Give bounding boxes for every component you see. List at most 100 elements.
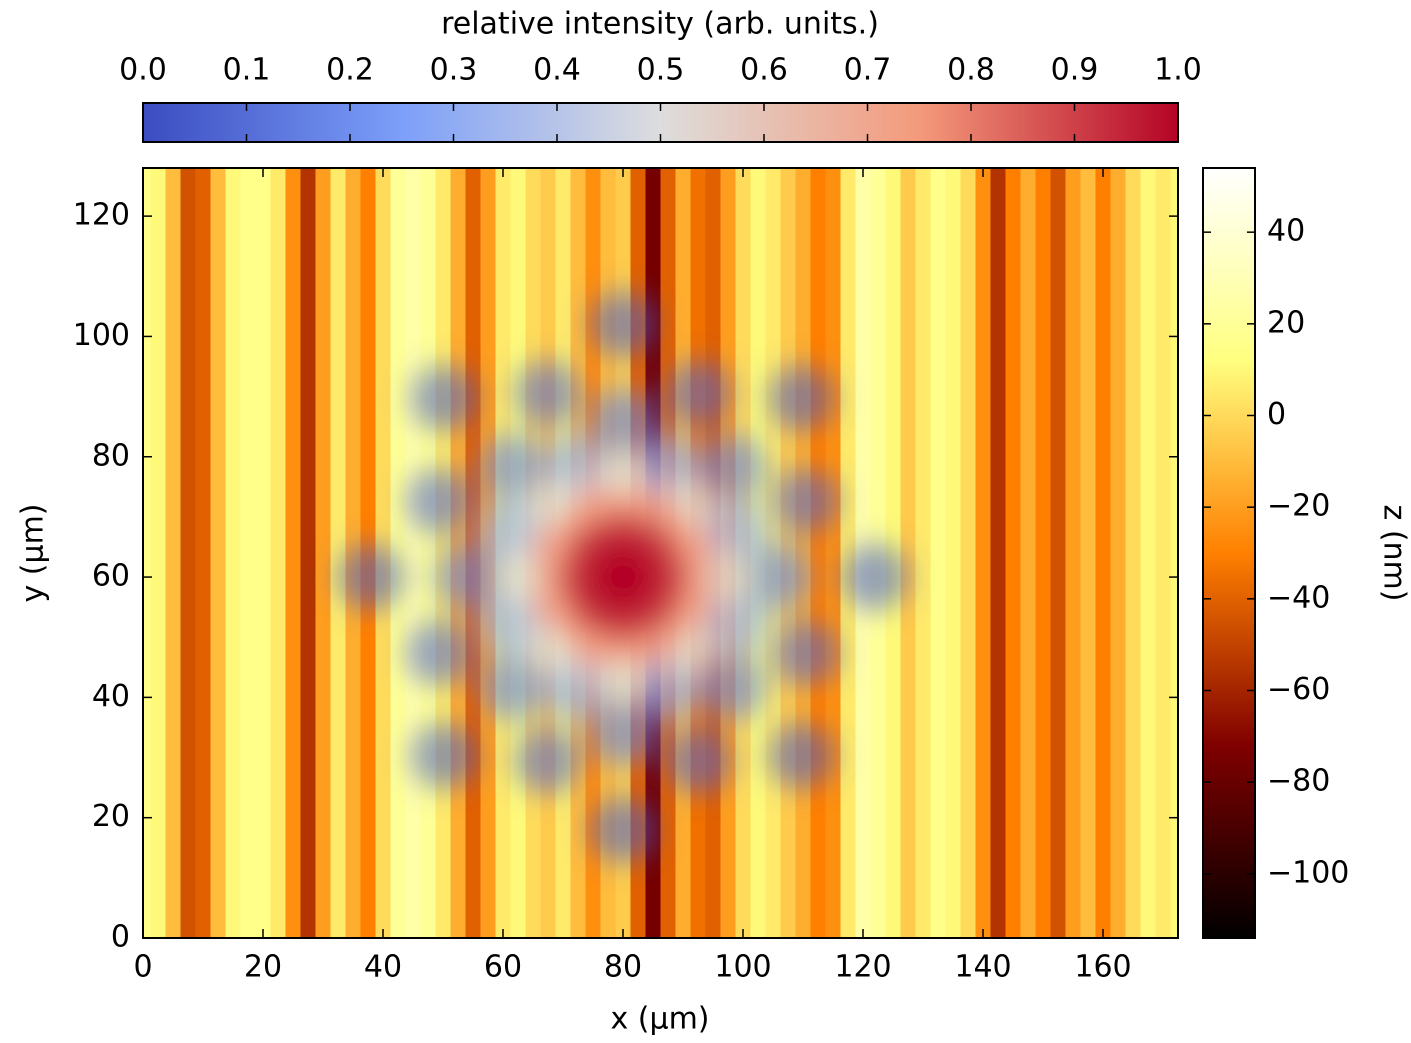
scatter-point: [664, 726, 733, 795]
heatmap-column: [1035, 168, 1052, 938]
y-tick-label: 20: [92, 799, 130, 834]
z-colorbar-tick-label: 40: [1267, 214, 1305, 249]
colorbar-tick-label: 1.0: [1154, 53, 1202, 88]
colorbar-tick-label: 0.7: [844, 53, 892, 88]
scatter-point: [699, 653, 768, 722]
scatter-layer: [337, 290, 909, 864]
y-tick-label: 80: [92, 438, 130, 473]
heatmap-column: [255, 168, 272, 938]
z-colorbar-label: z (nm): [1377, 505, 1411, 602]
scatter-point: [699, 432, 768, 501]
heatmap-column: [840, 168, 857, 938]
heatmap-column: [810, 168, 827, 938]
heatmap-column: [1065, 168, 1082, 938]
scatter-point: [745, 543, 813, 612]
scatter-point: [513, 359, 582, 428]
x-tick-label: 140: [954, 950, 1011, 985]
y-tick-label: 40: [92, 679, 130, 714]
x-tick-label: 80: [604, 950, 642, 985]
heatmap-column: [975, 168, 992, 938]
scatter-point: [772, 618, 840, 687]
heatmap-column: [1140, 168, 1157, 938]
colorbar-label: relative intensity (arb. units.): [441, 7, 879, 42]
scatter-point: [478, 432, 547, 501]
heatmap-column: [825, 168, 842, 938]
heatmap-column: [1170, 168, 1178, 938]
heatmap-column: [1005, 168, 1022, 938]
heatmap-column: [960, 168, 977, 938]
heatmap-column: [915, 168, 932, 938]
x-tick-label: 60: [484, 950, 522, 985]
heatmap-column: [1020, 168, 1037, 938]
scatter-point: [513, 726, 582, 795]
x-tick-label: 0: [133, 950, 152, 985]
scatter-point: [410, 364, 479, 433]
colorbar-tick-label: 0.6: [740, 53, 788, 88]
scatter-point: [478, 653, 547, 722]
scatter-point: [406, 618, 474, 687]
heatmap-column: [270, 168, 287, 938]
heatmap-column: [300, 168, 317, 938]
scatter-point: [767, 721, 836, 790]
z-colorbar: [1202, 167, 1256, 939]
z-colorbar-tick-label: −80: [1267, 764, 1330, 799]
z-colorbar-tick-label: −100: [1267, 855, 1349, 890]
z-colorbar-tick-label: 20: [1267, 305, 1305, 340]
heatmap-column: [900, 168, 917, 938]
scatter-point: [772, 467, 840, 536]
colorbar-tick-label: 0.0: [119, 53, 167, 88]
heatmap-column: [143, 168, 152, 938]
scatter-point: [664, 359, 733, 428]
scatter-point: [433, 543, 501, 612]
scatter-point: [406, 467, 474, 536]
scatter-point: [589, 699, 657, 768]
z-colorbar-tick-label: −20: [1267, 489, 1330, 524]
colorbar-tick-label: 0.2: [326, 53, 374, 88]
y-tick-label: 100: [73, 318, 130, 353]
colorbar-tick-label: 0.9: [1051, 53, 1099, 88]
x-tick-label: 40: [364, 950, 402, 985]
scatter-point: [337, 543, 405, 612]
y-tick-label: 60: [92, 559, 130, 594]
scatter-point: [589, 290, 657, 359]
colorbar-tick-label: 0.8: [947, 53, 995, 88]
plot-frame: [142, 167, 1179, 939]
heatmap-column: [1155, 168, 1172, 938]
heatmap-column: [1095, 168, 1112, 938]
heatmap-column: [285, 168, 302, 938]
colorbar-tick-label: 0.1: [223, 53, 271, 88]
heatmap-column: [330, 168, 347, 938]
heatmap-column: [195, 168, 212, 938]
x-tick-label: 120: [834, 950, 891, 985]
heatmap-column: [150, 168, 167, 938]
x-tick-label: 160: [1074, 950, 1131, 985]
heatmap-column: [990, 168, 1007, 938]
scatter-point: [767, 364, 836, 433]
y-tick-label: 0: [111, 920, 130, 955]
x-tick-label: 100: [714, 950, 771, 985]
heatmap-column: [420, 168, 437, 938]
y-tick-label: 120: [73, 198, 130, 233]
z-colorbar-tick-label: −40: [1267, 580, 1330, 615]
intensity-blob: [337, 290, 909, 864]
heatmap-column: [930, 168, 947, 938]
scatter-point: [589, 386, 657, 455]
heatmap-column: [225, 168, 242, 938]
heatmap-column: [390, 168, 407, 938]
heatmap-column: [1050, 168, 1067, 938]
x-tick-label: 20: [244, 950, 282, 985]
heatmap-column: [315, 168, 332, 938]
heatmap-column: [945, 168, 962, 938]
heatmap-column: [1110, 168, 1127, 938]
scatter-point: [589, 795, 657, 864]
heatmap-column: [210, 168, 227, 938]
heatmap-column: [1080, 168, 1097, 938]
heatmap-column: [180, 168, 197, 938]
heatmap-column: [240, 168, 257, 938]
scatter-point: [410, 721, 479, 790]
z-colorbar-tick-label: −60: [1267, 672, 1330, 707]
heatmap-column: [405, 168, 422, 938]
y-axis-label: y (µm): [16, 503, 51, 602]
colorbar-tick-label: 0.5: [637, 53, 685, 88]
